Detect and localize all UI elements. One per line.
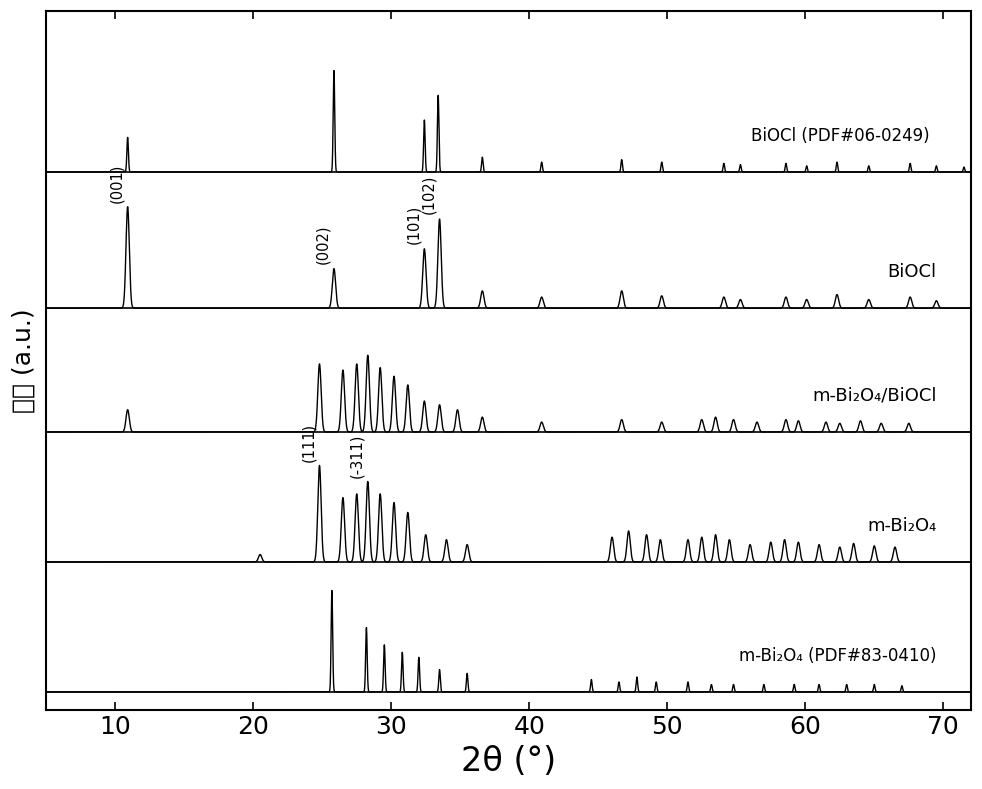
Text: (-311): (-311) [350, 433, 364, 478]
Text: (102): (102) [421, 174, 436, 214]
Text: (002): (002) [315, 224, 330, 264]
Text: BiOCl: BiOCl [888, 263, 937, 281]
X-axis label: 2θ (°): 2θ (°) [461, 745, 556, 778]
Text: BiOCl (PDF#06-0249): BiOCl (PDF#06-0249) [751, 127, 930, 145]
Text: m-Bi₂O₄ (PDF#83-0410): m-Bi₂O₄ (PDF#83-0410) [738, 647, 937, 664]
Text: (111): (111) [300, 423, 316, 462]
Y-axis label: 强度 (a.u.): 强度 (a.u.) [11, 308, 35, 413]
Text: m-Bi₂O₄/BiOCl: m-Bi₂O₄/BiOCl [812, 387, 937, 405]
Text: (101): (101) [406, 204, 421, 244]
Text: m-Bi₂O₄: m-Bi₂O₄ [867, 517, 937, 535]
Text: (001): (001) [109, 163, 124, 203]
